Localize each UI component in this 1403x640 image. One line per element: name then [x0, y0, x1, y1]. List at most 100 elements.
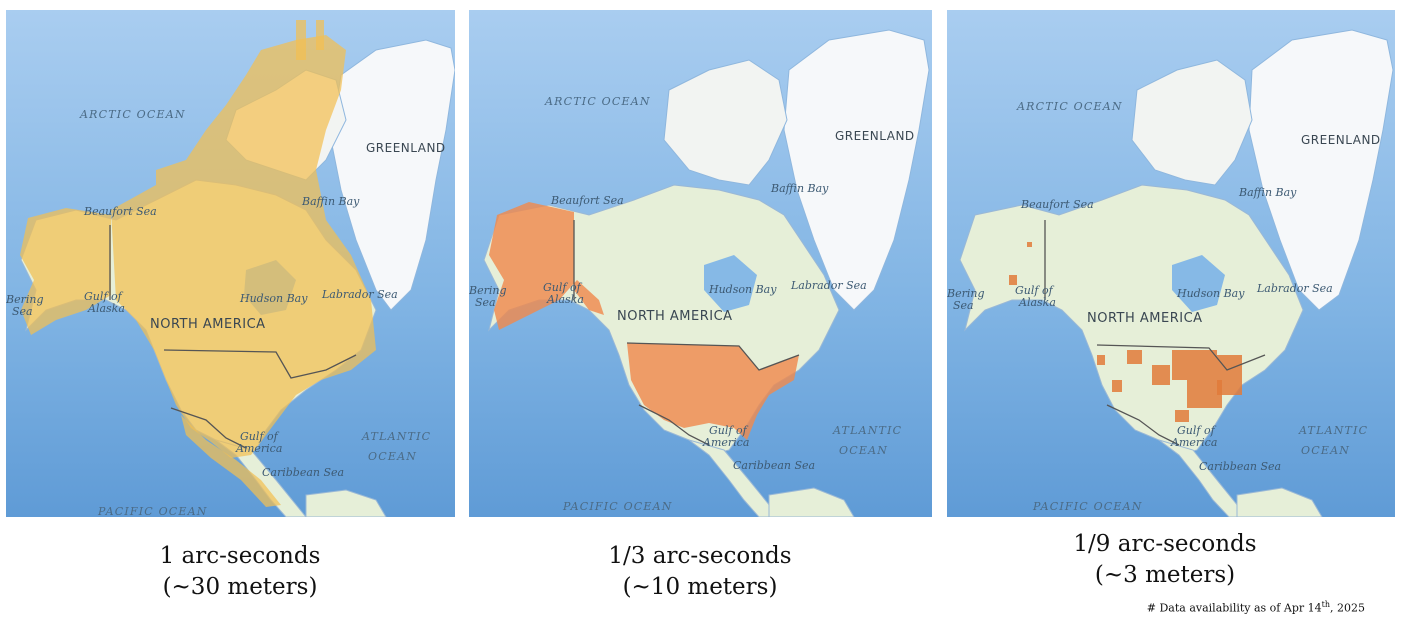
label-greenland: GREENLAND — [835, 129, 915, 143]
coverage-patch — [1187, 380, 1222, 408]
us-mexico-border — [1106, 404, 1180, 446]
coverage-mexico — [181, 415, 281, 507]
caption-panel-1: 1 arc-seconds (~30 meters) — [95, 541, 385, 603]
label-caribbean-sea: Caribbean Sea — [733, 459, 815, 472]
label-north-america: NORTH AMERICA — [1087, 311, 1203, 326]
label-baffin-bay: Baffin Bay — [770, 182, 829, 195]
label-bering-1: Bering — [469, 284, 507, 297]
label-beaufort-sea: Beaufort Sea — [550, 194, 624, 207]
label-north-america: NORTH AMERICA — [617, 309, 733, 324]
label-caribbean-sea: Caribbean Sea — [1199, 460, 1281, 473]
label-north-america: NORTH AMERICA — [150, 317, 266, 332]
central-america — [215, 439, 307, 517]
footnote-superscript: th — [1321, 600, 1330, 609]
coverage-alaska — [20, 208, 111, 335]
label-labrador-sea: Labrador Sea — [790, 279, 867, 292]
footnote-suffix: , 2025 — [1330, 601, 1365, 615]
caption-meters: (~30 meters) — [162, 574, 318, 600]
coverage-patch — [1112, 380, 1122, 392]
label-gulf-of-alaska-1: Gulf of — [1015, 284, 1055, 297]
map-3: ARCTIC OCEAN GREENLAND Beaufort Sea Baff… — [947, 10, 1395, 517]
map-panel-ninth-arc-second: ARCTIC OCEAN GREENLAND Beaufort Sea Baff… — [947, 10, 1395, 517]
caption-panel-2: 1/3 arc-seconds (~10 meters) — [560, 541, 840, 603]
label-gulf-of-america-2: America — [235, 442, 282, 455]
label-greenland: GREENLAND — [366, 141, 446, 155]
greenland-landmass — [1248, 29, 1394, 311]
us-mexico-border — [638, 404, 710, 446]
south-america — [305, 489, 387, 517]
coverage-patch — [1027, 242, 1032, 247]
label-gulf-of-america-1: Gulf of — [709, 424, 749, 437]
label-labrador-sea: Labrador Sea — [1256, 282, 1333, 295]
map-2: ARCTIC OCEAN GREENLAND Beaufort Sea Baff… — [469, 10, 932, 517]
greenland-landmass — [783, 29, 930, 311]
label-caribbean-sea: Caribbean Sea — [262, 466, 344, 479]
caption-meters: (~3 meters) — [1094, 562, 1236, 588]
label-greenland: GREENLAND — [1301, 133, 1381, 147]
label-bering-2: Sea — [12, 305, 33, 318]
label-baffin-bay: Baffin Bay — [301, 195, 360, 208]
us-canada-border — [109, 225, 357, 379]
caption-panel-3: 1/9 arc-seconds (~3 meters) — [1025, 529, 1305, 591]
label-atlantic-2: OCEAN — [839, 444, 888, 457]
label-pacific-ocean: PACIFIC OCEAN — [1032, 500, 1143, 513]
label-gulf-of-alaska-2: Alaska — [546, 293, 584, 306]
label-gulf-of-alaska-2: Alaska — [1018, 296, 1056, 309]
label-hudson-bay: Hudson Bay — [239, 292, 308, 305]
label-gulf-of-america-2: America — [702, 436, 749, 449]
label-gulf-of-alaska-1: Gulf of — [543, 281, 583, 294]
label-bering-2: Sea — [475, 296, 496, 309]
map-1: ARCTIC OCEAN GREENLAND Beaufort Sea Baff… — [6, 10, 455, 517]
caption-resolution: 1 arc-seconds — [159, 543, 321, 569]
coverage-patch — [1127, 350, 1142, 364]
us-mexico-border — [170, 407, 247, 449]
label-hudson-bay: Hudson Bay — [708, 283, 777, 296]
label-arctic-ocean: ARCTIC OCEAN — [544, 95, 651, 108]
coverage-patch — [1097, 355, 1105, 365]
label-atlantic-2: OCEAN — [368, 450, 417, 463]
arctic-islands — [1131, 59, 1253, 186]
label-bering-1: Bering — [6, 293, 44, 306]
label-gulf-of-america-2: America — [1170, 436, 1217, 449]
label-gulf-of-alaska-1: Gulf of — [84, 290, 124, 303]
label-pacific-ocean: PACIFIC OCEAN — [97, 505, 208, 517]
caption-resolution: 1/3 arc-seconds — [608, 543, 792, 569]
central-america — [688, 439, 780, 517]
coverage-patch — [1152, 365, 1170, 385]
coverage-overlay-1 — [20, 20, 376, 507]
greenland-landmass — [330, 39, 455, 311]
label-atlantic-2: OCEAN — [1301, 444, 1350, 457]
south-america — [768, 487, 855, 517]
coverage-tile — [316, 20, 324, 50]
hudson-bay-water — [704, 255, 757, 312]
label-atlantic-1: ATLANTIC — [361, 430, 431, 443]
label-bering-2: Sea — [953, 299, 974, 312]
coverage-canada-conus — [111, 35, 376, 458]
coverage-alaska — [489, 202, 604, 330]
label-bering-1: Bering — [947, 287, 985, 300]
label-beaufort-sea: Beaufort Sea — [83, 205, 157, 218]
coverage-patch — [1217, 355, 1242, 395]
coverage-overlay-3 — [1009, 242, 1242, 422]
label-atlantic-1: ATLANTIC — [832, 424, 902, 437]
coverage-patch — [1175, 410, 1189, 422]
label-hudson-bay: Hudson Bay — [1176, 287, 1245, 300]
label-baffin-bay: Baffin Bay — [1238, 186, 1297, 199]
label-gulf-of-alaska-2: Alaska — [87, 302, 125, 315]
label-atlantic-1: ATLANTIC — [1298, 424, 1368, 437]
label-labrador-sea: Labrador Sea — [321, 288, 398, 301]
label-beaufort-sea: Beaufort Sea — [1020, 198, 1094, 211]
us-canada-border — [1044, 220, 1266, 371]
coverage-tile — [296, 20, 306, 60]
arctic-islands — [663, 59, 788, 186]
coverage-patch — [1009, 275, 1017, 285]
caption-meters: (~10 meters) — [622, 574, 778, 600]
label-arctic-ocean: ARCTIC OCEAN — [79, 108, 186, 121]
label-gulf-of-america-1: Gulf of — [240, 430, 280, 443]
data-availability-footnote: # Data availability as of Apr 14th, 2025 — [1100, 600, 1365, 615]
central-america — [1158, 439, 1248, 517]
footnote-prefix: # Data availability as of Apr 14 — [1146, 601, 1322, 615]
label-pacific-ocean: PACIFIC OCEAN — [562, 500, 673, 513]
us-canada-border — [573, 220, 800, 371]
south-america — [1236, 487, 1323, 517]
